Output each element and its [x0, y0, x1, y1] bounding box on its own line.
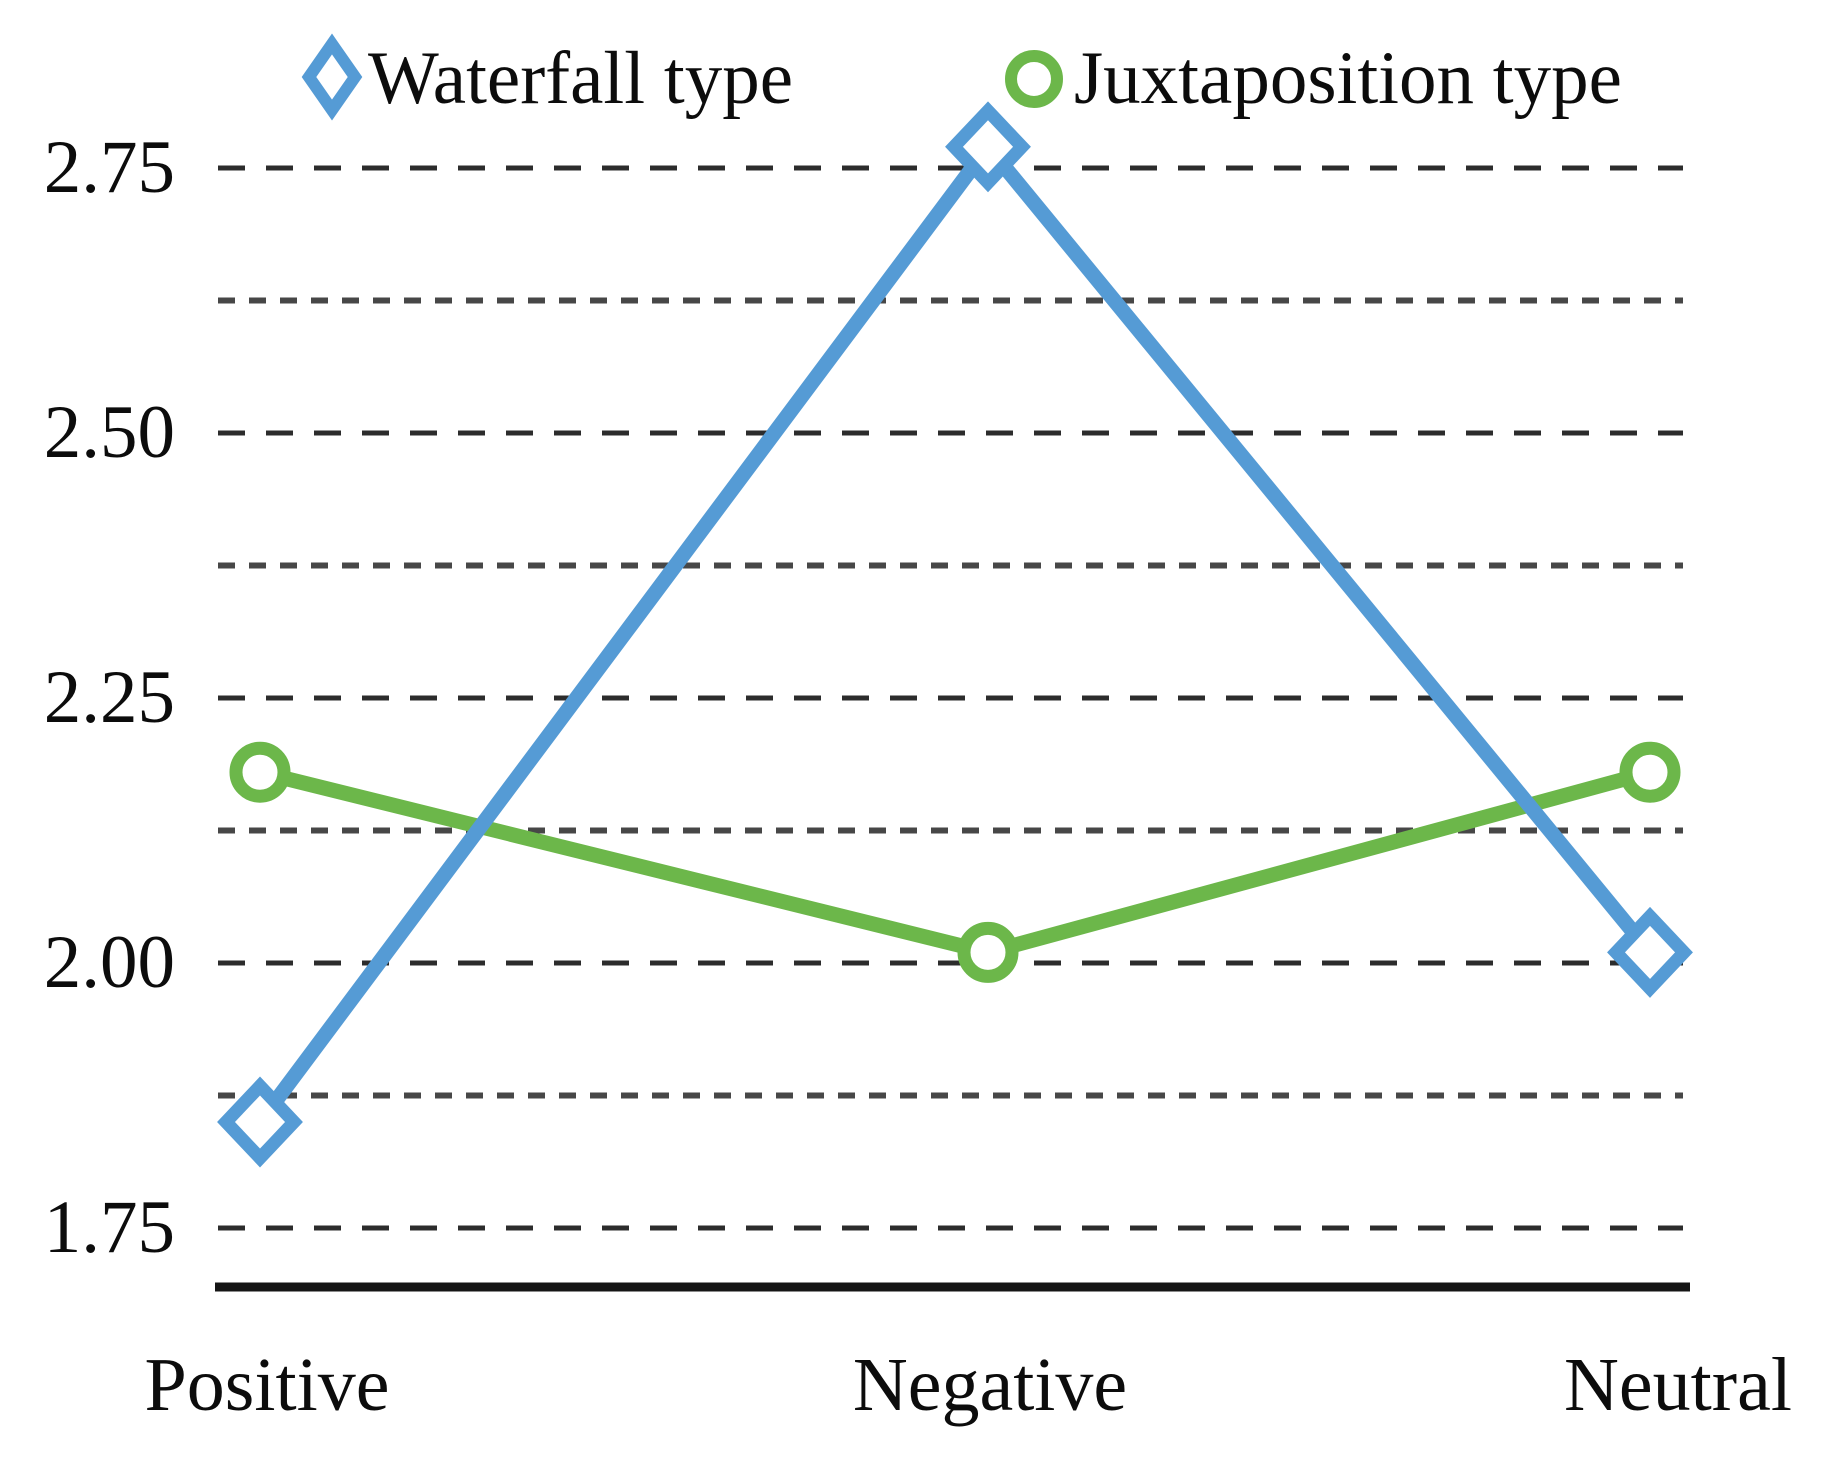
marker-waterfall-negative-diamond-icon [945, 101, 1031, 193]
legend-waterfall-diamond-icon [301, 33, 363, 121]
legend-label-juxtaposition: Juxtaposition type [1074, 37, 1622, 120]
y-tick-label: 2.25 [44, 656, 175, 739]
y-tick-label: 2.75 [44, 126, 175, 209]
marker-waterfall-neutral-diamond-icon [1607, 906, 1693, 998]
x-category-label: Positive [145, 1343, 390, 1427]
marker-juxtaposition-positive-circle-icon [229, 741, 291, 803]
y-tick-label: 2.50 [44, 391, 175, 474]
marker-juxtaposition-neutral-circle-icon [1619, 741, 1681, 803]
legend-label-waterfall: Waterfall type [368, 37, 793, 120]
legend-juxtaposition-circle-icon [1005, 50, 1063, 108]
marker-waterfall-positive-diamond-icon [217, 1076, 303, 1168]
legend: Waterfall type Juxtaposition type [301, 33, 1622, 121]
marker-juxtaposition-negative-circle-icon [957, 921, 1019, 983]
x-category-label: Neutral [1564, 1343, 1792, 1427]
y-tick-label: 2.00 [44, 921, 175, 1004]
x-category-label: Negative [853, 1343, 1127, 1427]
series-waterfall [217, 101, 1693, 1168]
y-tick-label: 1.75 [44, 1186, 175, 1269]
series-juxtaposition [229, 741, 1681, 983]
series-line-juxtaposition [258, 764, 1652, 960]
series-line-waterfall [253, 139, 1656, 1127]
